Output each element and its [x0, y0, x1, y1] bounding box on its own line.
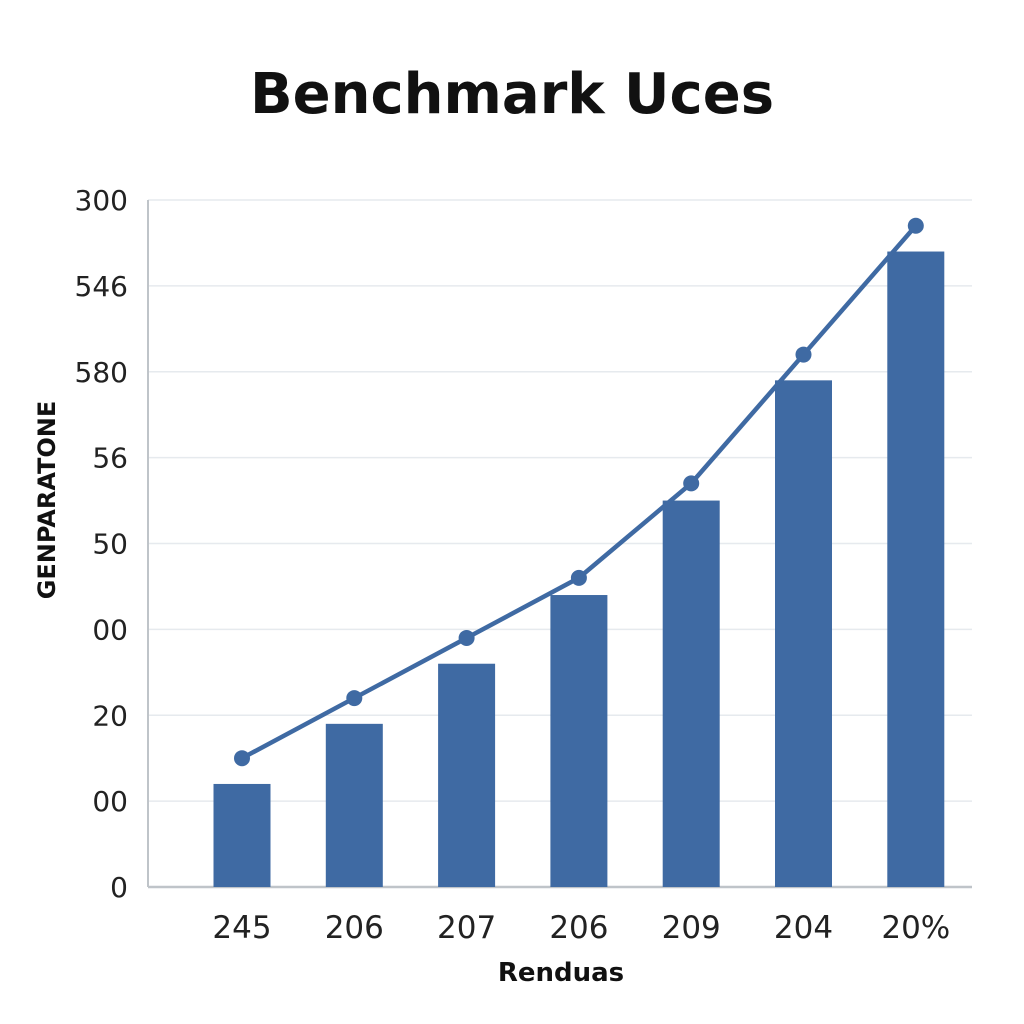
y-tick-label: 00	[92, 785, 128, 818]
bar	[213, 783, 271, 887]
y-tick-label: 56	[92, 442, 128, 475]
line-point	[570, 569, 587, 586]
y-tick-label: 00	[92, 613, 128, 646]
line-point	[234, 750, 250, 767]
line-point	[795, 346, 812, 363]
y-tick-label: 50	[92, 528, 128, 561]
x-tick-label: 207	[437, 910, 496, 946]
bar	[438, 663, 496, 887]
line-point	[683, 475, 700, 492]
line-point	[458, 629, 475, 646]
x-tick-label: 206	[325, 910, 384, 946]
bar	[662, 500, 720, 887]
x-axis-label: Renduas	[497, 958, 625, 988]
bar	[887, 251, 945, 887]
x-tick-label: 206	[549, 910, 608, 946]
y-tick-label: 0	[110, 871, 128, 904]
chart-title: Benchmark Uces	[249, 62, 775, 127]
bar	[550, 595, 608, 887]
x-tick-label: 245	[212, 910, 271, 946]
bar	[325, 723, 383, 887]
line-point	[907, 217, 924, 234]
line-point	[346, 690, 363, 707]
y-tick-label: 20	[92, 699, 128, 732]
x-tick-label: 209	[662, 910, 721, 946]
y-tick-label: 546	[75, 270, 128, 303]
y-tick-label: 300	[75, 184, 128, 217]
x-tick-label: 20%	[881, 910, 950, 946]
bar	[775, 380, 832, 887]
y-tick-label: 580	[75, 356, 128, 389]
x-tick-label: 204	[774, 910, 833, 946]
